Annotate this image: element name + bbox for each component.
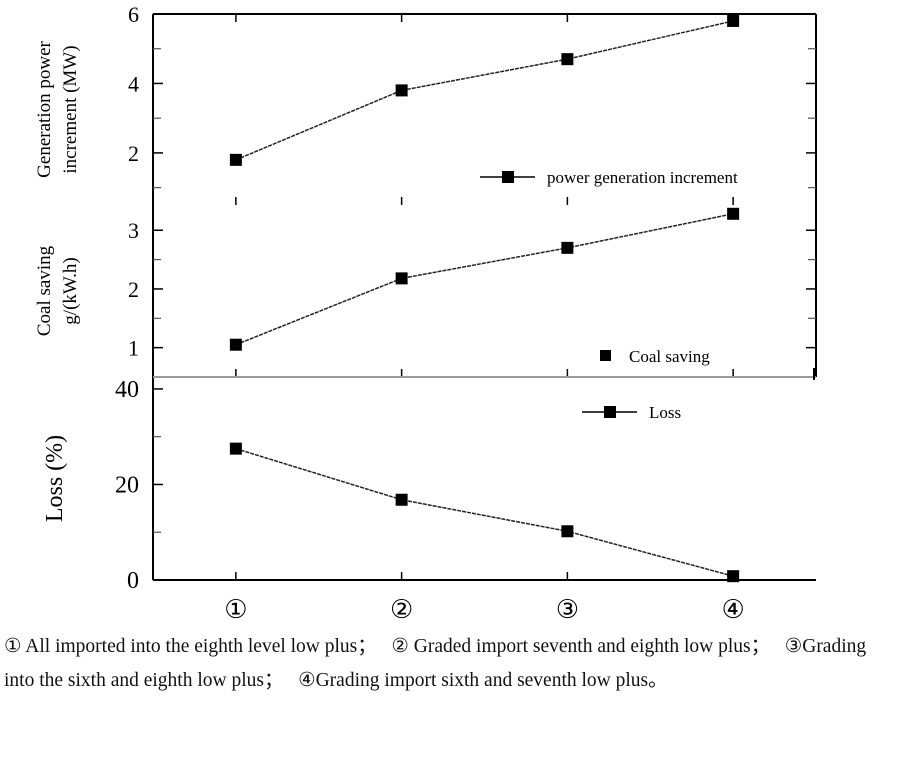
y-axis-label: Loss (%) <box>42 435 68 522</box>
legend-marker <box>502 171 514 183</box>
data-point <box>561 525 574 538</box>
data-point <box>561 241 574 254</box>
chart-figure: 2 4 6 Generation power increment (MW) power g… <box>34 2 817 625</box>
x-tick-label: ② <box>390 595 413 625</box>
y-tick-label: 0 <box>127 568 139 594</box>
y-tick-label: 2 <box>128 141 139 166</box>
y-tick-label: 40 <box>115 377 139 403</box>
data-point <box>395 272 408 285</box>
data-point <box>229 442 242 455</box>
x-tick-label: ③ <box>556 595 579 625</box>
legend-label: Coal saving <box>629 347 710 366</box>
data-point <box>395 84 408 97</box>
data-point <box>229 338 242 351</box>
x-tick-label: ④ <box>721 595 744 625</box>
series-line <box>235 447 734 577</box>
y-tick-label: 4 <box>128 71 139 96</box>
y-tick-label: 6 <box>128 2 139 27</box>
series-line <box>235 20 734 161</box>
caption-item-2: ② Graded import seventh and eighth low p… <box>391 636 771 657</box>
data-point <box>727 14 740 27</box>
figure-caption: ① All imported into the eighth level low… <box>4 630 900 698</box>
legend-label: power generation increment <box>547 168 738 187</box>
y-axis-label: Generation power <box>34 41 55 178</box>
caption-item-3: ③Grading into the sixth and eighth low p… <box>4 636 867 691</box>
legend-marker <box>600 350 611 361</box>
legend-marker <box>604 406 616 418</box>
y-axis-label: g/(kW.h) <box>60 257 81 324</box>
data-point <box>229 153 242 166</box>
y-axis-label: Coal saving <box>34 245 55 336</box>
y-tick-label: 20 <box>115 472 139 498</box>
data-point <box>395 493 408 506</box>
caption-item-4: ④Grading import sixth and seventh low pl… <box>298 670 668 691</box>
data-point <box>561 53 574 66</box>
y-tick-label: 1 <box>128 336 139 361</box>
y-tick-label: 3 <box>128 218 139 243</box>
data-point <box>727 207 740 220</box>
y-axis-label: increment (MW) <box>60 45 81 173</box>
x-tick-label: ① <box>224 595 247 625</box>
caption-item-1: ① All imported into the eighth level low… <box>4 636 377 657</box>
series-line <box>235 213 734 346</box>
data-point <box>727 570 740 583</box>
legend-label: Loss <box>649 403 681 422</box>
y-tick-label: 2 <box>128 277 139 302</box>
